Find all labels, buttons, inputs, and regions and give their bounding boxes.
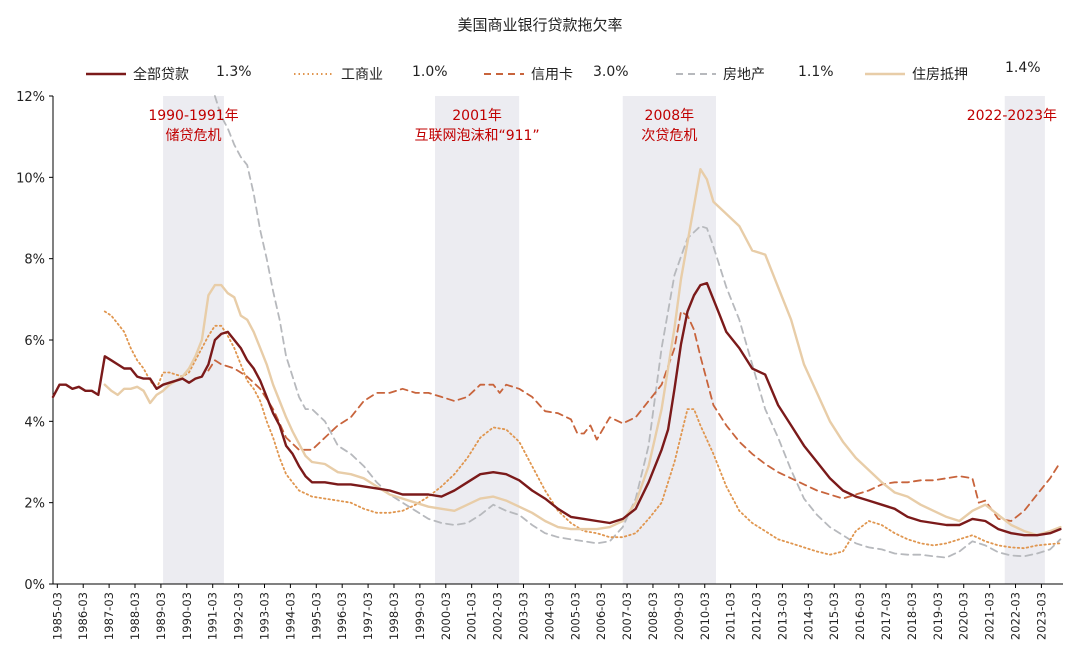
x-tick-label: 2013-03: [775, 592, 789, 640]
legend-value-3: 1.1%: [798, 64, 834, 80]
y-tick-label: 0%: [24, 578, 45, 593]
legend-label-1: 工商业: [341, 67, 383, 83]
annotation-label: 次贷危机: [641, 128, 697, 144]
series-line-1: [103, 310, 1062, 556]
x-tick-label: 2006-03: [594, 592, 608, 640]
series-lines: [51, 95, 1062, 559]
x-tick-label: 1988-03: [128, 592, 142, 640]
legend-value-4: 1.4%: [1005, 60, 1041, 76]
legend-value-0: 1.3%: [216, 64, 252, 80]
annotation-label: 2001年: [452, 108, 502, 124]
x-tick-label: 1991-03: [206, 592, 220, 640]
x-tick-label: 1985-03: [50, 592, 64, 640]
x-tick-label: 2023-03: [1034, 592, 1048, 640]
legend-value-1: 1.0%: [412, 64, 448, 80]
x-tick-label: 1993-03: [257, 592, 271, 640]
x-tick-label: 1986-03: [76, 592, 90, 640]
series-line-0: [51, 281, 1062, 537]
series-line-3: [214, 95, 1062, 559]
series-line-2: [207, 310, 1062, 522]
x-tick-label: 2003-03: [516, 592, 530, 640]
x-tick-label: 2012-03: [750, 592, 764, 640]
x-tick-label: 2018-03: [905, 592, 919, 640]
x-tick-label: 1999-03: [413, 592, 427, 640]
x-tick-label: 2015-03: [827, 592, 841, 640]
x-tick-label: 2010-03: [698, 592, 712, 640]
shaded-period-3: [1004, 96, 1045, 584]
x-tick-label: 1990-03: [180, 592, 194, 640]
annotation-label: 2008年: [645, 108, 695, 124]
x-tick-label: 2001-03: [465, 592, 479, 640]
shaded-period-2: [622, 96, 716, 584]
x-tick-label: 2007-03: [620, 592, 634, 640]
x-tick-label: 2017-03: [879, 592, 893, 640]
legend-value-2: 3.0%: [593, 64, 629, 80]
y-tick-label: 6%: [24, 334, 45, 349]
x-tick-label: 2014-03: [801, 592, 815, 640]
axes: 0% 2% 4% 6% 8% 10% 12% 1985-03 1986-03 1987-03 198…: [16, 90, 1063, 640]
x-tick-label: 2005-03: [568, 592, 582, 640]
y-tick-label: 4%: [24, 415, 45, 430]
x-tick-label: 2008-03: [646, 592, 660, 640]
chart-title: 美国商业银行贷款拖欠率: [457, 16, 622, 34]
x-tick-label: 1995-03: [309, 592, 323, 640]
x-tick-label: 1997-03: [361, 592, 375, 640]
legend-label-0: 全部贷款: [133, 66, 189, 83]
x-tick-label: 2021-03: [983, 592, 997, 640]
x-tick-label: 2011-03: [724, 592, 738, 640]
x-tick-label: 1998-03: [387, 592, 401, 640]
x-tick-label: 2016-03: [853, 592, 867, 640]
shaded-period-1: [434, 96, 520, 584]
annotation-label: 1990-1991年: [148, 108, 238, 124]
x-tick-label: 1996-03: [335, 592, 349, 640]
legend: 全部贷款 1.3% 工商业 1.0% 信用卡 3.0% 房地产 1.1% 住房抵押 1.4%: [86, 60, 1041, 83]
annotation-label: 储贷危机: [165, 128, 221, 144]
y-tick-label: 10%: [16, 171, 45, 186]
x-tick-label: 1989-03: [154, 592, 168, 640]
x-tick-label: 1987-03: [102, 592, 116, 640]
x-tick-label: 2020-03: [957, 592, 971, 640]
series-line-4: [103, 168, 1062, 537]
y-tick-label: 8%: [24, 253, 45, 268]
x-tick-label: 1992-03: [232, 592, 246, 640]
x-tick-label: 2009-03: [672, 592, 686, 640]
legend-label-4: 住房抵押: [912, 67, 968, 83]
x-tick-label: 2004-03: [542, 592, 556, 640]
annotation-label: 2022-2023年: [967, 108, 1057, 124]
x-tick-label: 2022-03: [1009, 592, 1023, 640]
annotation-label: 互联网泡沫和“911”: [414, 128, 539, 144]
y-tick-label: 2%: [24, 497, 45, 512]
legend-label-3: 房地产: [723, 67, 765, 83]
legend-label-2: 信用卡: [531, 67, 573, 83]
shaded-periods: [163, 96, 1045, 584]
x-tick-label: 2000-03: [439, 592, 453, 640]
x-tick-label: 2019-03: [931, 592, 945, 640]
x-tick-label: 2002-03: [491, 592, 505, 640]
x-tick-label: 1994-03: [283, 592, 297, 640]
y-tick-label: 12%: [16, 90, 45, 105]
